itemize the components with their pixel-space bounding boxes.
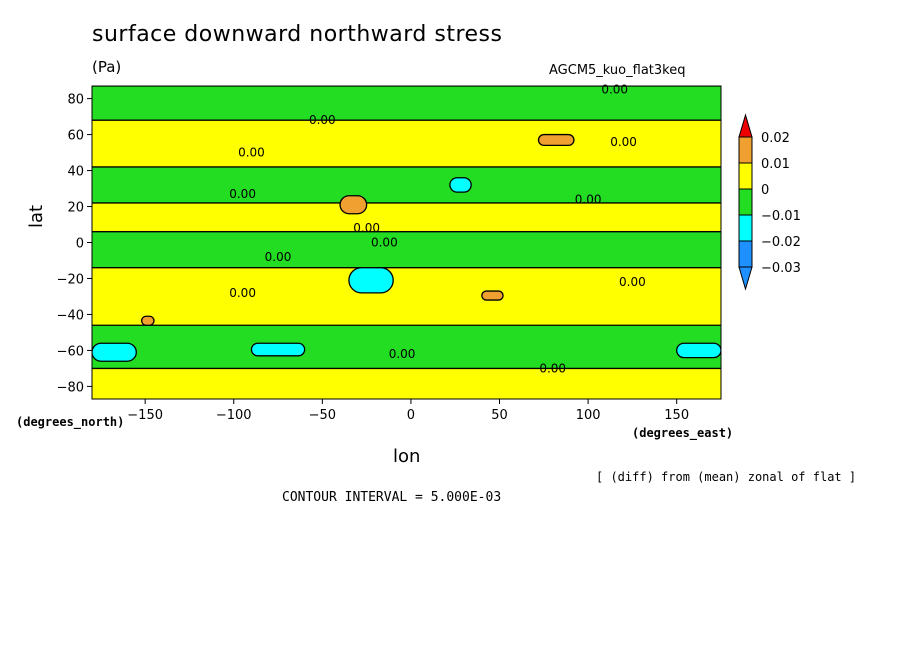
contour-region-7 (481, 290, 504, 301)
colorbar-swatch-4 (738, 240, 753, 268)
chart-subtitle: [ (diff) from (mean) zonal of flat ] (596, 470, 857, 484)
y-tick-label-7: 60 (67, 129, 84, 144)
contour-region-5 (339, 195, 368, 215)
contour-region-9 (348, 267, 394, 294)
contour-fill-group (92, 86, 721, 399)
contour-region-12 (250, 342, 306, 357)
contour-label-3: 0.00 (238, 146, 265, 160)
contour-region-6 (537, 133, 575, 147)
y-tick-label-2: −40 (57, 308, 84, 323)
colorbar-arrow-top (738, 113, 753, 138)
contour-region-4 (92, 325, 721, 369)
colorbar-label-5: −0.03 (761, 261, 801, 276)
contour-label-11: 0.00 (389, 347, 416, 361)
x-axis-label: lon (393, 446, 421, 467)
contour-label-4: 0.00 (229, 187, 256, 201)
y-tick-label-8: 80 (67, 93, 84, 108)
contour-label-6: 0.00 (353, 221, 380, 235)
contour-label-5: 0.00 (575, 192, 602, 206)
y-tick-label-0: −80 (57, 380, 84, 395)
contour-label-1: 0.00 (309, 113, 336, 127)
contour-interval: CONTOUR INTERVAL = 5.000E-03 (282, 490, 502, 505)
x-tick-label-5: 100 (576, 408, 601, 423)
contour-label-7: 0.00 (371, 236, 398, 250)
chart-title: surface downward northward stress (92, 22, 503, 47)
colorbar-label-0: 0.02 (761, 131, 790, 146)
colorbar-swatch-3 (738, 214, 753, 242)
contour-region-3 (92, 86, 721, 121)
colorbar-swatch-2 (738, 188, 753, 216)
y-tick-label-1: −60 (57, 344, 84, 359)
colorbar-arrow-bottom (738, 266, 753, 291)
contour-label-9: 0.00 (229, 286, 256, 300)
contour-region-2 (92, 166, 721, 203)
contour-label-2: 0.00 (610, 135, 637, 149)
contour-label-8: 0.00 (265, 250, 292, 264)
x-tick-label-6: 150 (664, 408, 689, 423)
contour-label-10: 0.00 (619, 275, 646, 289)
contour-region-10 (449, 177, 472, 193)
colorbar-swatch-0 (738, 136, 753, 164)
chart-units: (Pa) (92, 58, 122, 76)
y-axis-unit: (degrees_north) (16, 415, 125, 429)
run-name: AGCM5_kuo_flat3keq (549, 63, 686, 78)
contour-label-12: 0.00 (539, 361, 566, 375)
contour-region-1 (92, 231, 721, 268)
colorbar-label-1: 0.01 (761, 157, 790, 172)
x-tick-label-1: −100 (216, 408, 252, 423)
x-tick-label-3: 0 (407, 408, 415, 423)
contour-region-8 (140, 315, 155, 326)
contour-region-13 (676, 342, 721, 359)
y-tick-label-5: 20 (67, 201, 84, 216)
x-tick-label-0: −150 (127, 408, 163, 423)
contour-label-0: 0.00 (601, 83, 628, 97)
colorbar-swatch-1 (738, 162, 753, 190)
colorbar-label-3: −0.01 (761, 209, 801, 224)
colorbar-label-2: 0 (761, 183, 769, 198)
contour-region-11 (92, 342, 137, 362)
x-axis-unit: (degrees_east) (632, 426, 734, 440)
y-tick-label-3: −20 (57, 272, 84, 287)
x-tick-label-2: −50 (309, 408, 336, 423)
x-tick-label-4: 50 (491, 408, 508, 423)
colorbar-label-4: −0.02 (761, 235, 801, 250)
y-tick-label-4: 0 (76, 237, 84, 252)
y-tick-label-6: 40 (67, 165, 84, 180)
